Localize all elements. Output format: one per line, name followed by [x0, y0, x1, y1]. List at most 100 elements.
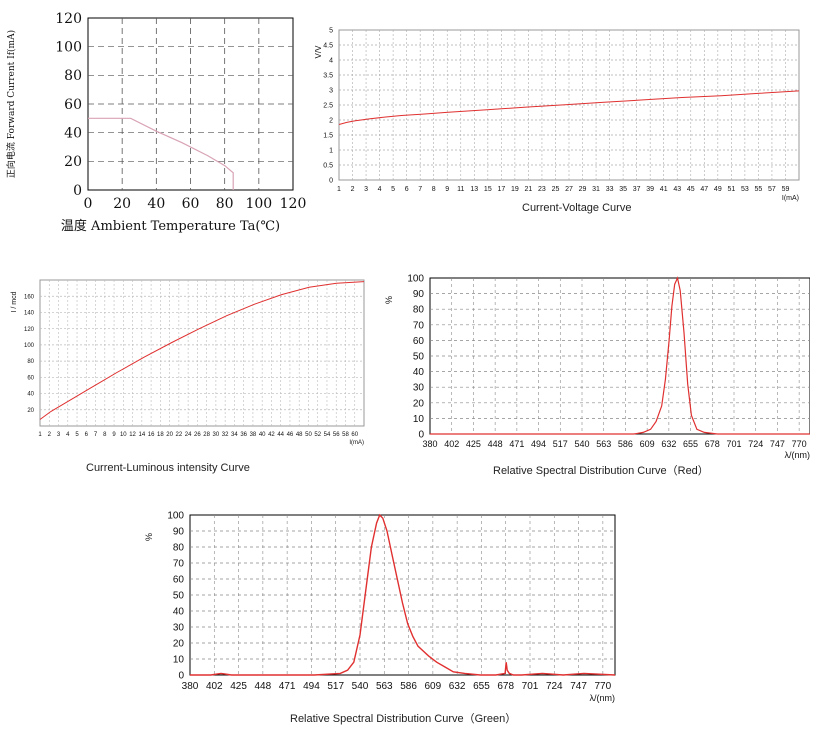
iv-x-tick-label: 9	[445, 186, 449, 193]
iv-x-tick-label: 7	[418, 186, 422, 193]
spec_red-x-tick-label: 586	[618, 439, 633, 449]
iiv-x-tick-label: 24	[185, 432, 192, 438]
iv-x-tick-label: 49	[714, 186, 722, 193]
spec_green-x-tick-label: 770	[595, 681, 612, 692]
current-voltage-chart-svg: 1 2 3 4 5 6 7 8 9 11 13 15 17 19 21 23 25 27 29 31 33 35 37 39 4…	[314, 27, 800, 202]
iiv-x-tick-label: 42	[268, 432, 275, 438]
spec_green-y-tick-label: 20	[173, 639, 185, 650]
red-spectrum-chart: 380 402 425 448 471 494 517 540 563 586 609 632 655 6…	[380, 270, 811, 470]
iv-x-tick-label: 11	[457, 186, 464, 193]
iv-y-axis-label: V/V	[315, 45, 323, 59]
iiv-x-tick-label: 54	[324, 432, 331, 438]
spec_green-y-tick-label: 60	[173, 575, 185, 586]
iv-x-tick-label: 39	[646, 186, 654, 193]
iv-x-tick-label: 19	[511, 186, 519, 193]
iiv-x-tick-label: 4	[66, 432, 70, 438]
iv-y-tick-label: 1.5	[323, 132, 333, 139]
spec_green-x-tick-label: 747	[570, 681, 587, 692]
iiv-x-tick-label: 5	[75, 432, 79, 438]
iiv-x-tick-label: 32	[222, 432, 229, 438]
green-spectrum-title: Relative Spectral Distribution Curve（Gre…	[290, 713, 517, 725]
iiv-x-tick-label: 28	[203, 432, 210, 438]
spec_green-y-tick-label: 100	[167, 511, 184, 522]
iv-x-tick-label: 23	[538, 186, 546, 193]
iv-x-tick-label: 2	[351, 186, 355, 193]
iiv-x-tick-label: 36	[240, 432, 247, 438]
iiv-x-tick-label: 56	[333, 432, 340, 438]
spec_green-x-tick-label: 563	[376, 681, 393, 692]
iiv-x-tick-label: 46	[287, 432, 294, 438]
spec_green-x-tick-label: 724	[546, 681, 563, 692]
spec_green-y-tick-label: 70	[173, 559, 185, 570]
derating-x-tick-label: 40	[147, 196, 165, 212]
iiv-x-tick-label: 44	[277, 432, 284, 438]
iv-x-tick-label: 13	[470, 186, 478, 193]
iv-x-tick-label: 45	[687, 186, 695, 193]
spec_red-x-tick-label: 770	[792, 439, 807, 449]
iiv-y-tick-label: 80	[27, 359, 34, 365]
spec_red-y-axis-label: %	[384, 296, 394, 304]
iiv-x-tick-label: 20	[166, 432, 173, 438]
spec_green-series-line	[190, 513, 616, 676]
spec_red-y-tick-label: 90	[413, 289, 425, 300]
iiv-x-tick-label: 6	[85, 432, 89, 438]
spec_green-y-tick-label: 40	[173, 607, 185, 618]
iv-x-tick-label: 1	[337, 186, 341, 193]
spec_red-x-tick-label: 448	[488, 439, 503, 449]
spec_red-y-tick-label: 60	[413, 336, 425, 347]
spec_green-y-axis-label: %	[144, 533, 154, 541]
iv-y-tick-label: 1	[329, 147, 333, 154]
iv-x-tick-label: 59	[782, 186, 790, 193]
spec_red-y-tick-label: 100	[407, 274, 424, 285]
iiv-x-tick-label: 16	[148, 432, 155, 438]
spec_red-x-tick-label: 724	[748, 439, 763, 449]
iiv-x-tick-label: 48	[296, 432, 303, 438]
iv-x-tick-label: 17	[497, 186, 505, 193]
spec_red-y-tick-label: 40	[413, 367, 425, 378]
iiv-x-tick-label: 38	[250, 432, 257, 438]
iiv-x-axis-label: I(mA)	[349, 440, 364, 446]
iv-x-tick-label: 37	[633, 186, 641, 193]
iiv-y-tick-label: 40	[27, 392, 34, 398]
iiv-y-tick-label: 140	[24, 311, 35, 317]
iiv-x-tick-label: 58	[342, 432, 349, 438]
iv-x-tick-label: 47	[700, 186, 708, 193]
spec_green-x-tick-label: 632	[449, 681, 466, 692]
iiv-x-tick-label: 40	[259, 432, 266, 438]
iiv-y-tick-label: 120	[24, 327, 35, 333]
derating-series-line	[88, 117, 234, 190]
green-spectrum-chart-svg: 380 402 425 448 471 494 517 540 563 586 609 632 655 6…	[144, 511, 616, 703]
iv-y-tick-label: 5	[329, 27, 333, 34]
iiv-x-tick-label: 7	[94, 432, 98, 438]
spec_green-x-tick-label: 494	[303, 681, 320, 692]
iiv-y-tick-label: 100	[24, 343, 35, 349]
iv-y-tick-label: 3.5	[323, 72, 333, 79]
iv-y-tick-label: 3	[329, 87, 333, 94]
spec_green-x-tick-label: 655	[473, 681, 490, 692]
iiv-x-tick-label: 3	[57, 432, 61, 438]
derating-x-tick-label: 120	[280, 196, 307, 212]
iiv-series-line	[39, 281, 365, 420]
spec_green-y-tick-label: 50	[173, 591, 185, 602]
iv-x-tick-label: 55	[755, 186, 763, 193]
derating-chart-svg: 0 20 40 60 80 100 120 0 20 40 60 80 100 120 正向电流 Forwa…	[5, 11, 307, 234]
spec_green-x-tick-label: 402	[206, 681, 223, 692]
spec_green-x-tick-label: 701	[522, 681, 539, 692]
red-spectrum-title: Relative Spectral Distribution Curve（Red…	[493, 465, 709, 477]
iiv-x-tick-label: 14	[138, 432, 145, 438]
spec_red-x-tick-label: 609	[640, 439, 655, 449]
iiv-x-tick-label: 34	[231, 432, 238, 438]
iiv-x-tick-label: 26	[194, 432, 201, 438]
spec_red-x-tick-label: 380	[422, 439, 437, 449]
spec_red-y-tick-label: 10	[413, 414, 425, 425]
iv-x-tick-label: 6	[405, 186, 409, 193]
derating-x-axis-label: 温度 Ambient Temperature Ta(℃)	[61, 218, 280, 234]
derating-x-tick-label: 80	[216, 196, 234, 212]
spec_red-y-tick-label: 70	[413, 320, 425, 331]
iv-y-tick-label: 0	[329, 177, 333, 184]
spec_green-y-tick-label: 0	[178, 671, 184, 682]
iiv-x-tick-label: 50	[305, 432, 312, 438]
iiv-y-tick-label: 20	[27, 408, 34, 414]
iiv-x-tick-label: 18	[157, 432, 164, 438]
spec_red-x-tick-label: 678	[705, 439, 720, 449]
